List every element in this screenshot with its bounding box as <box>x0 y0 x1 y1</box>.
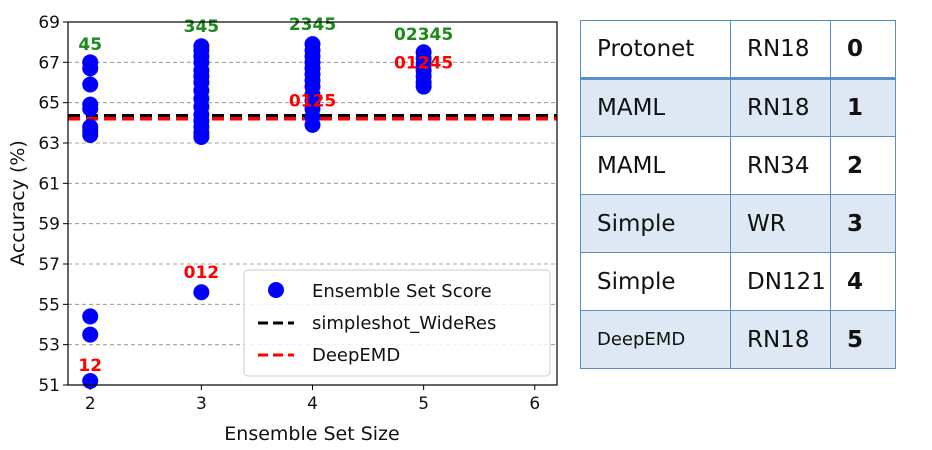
y-tick-label: 59 <box>38 215 60 235</box>
data-point <box>82 308 99 325</box>
x-axis-label: Ensemble Set Size <box>224 423 399 445</box>
data-point <box>82 96 99 113</box>
data-point <box>415 44 432 61</box>
method-cell: MAML <box>580 77 731 137</box>
y-tick-label: 63 <box>38 134 60 154</box>
data-label: 02345 <box>394 25 453 45</box>
backbone-cell: RN18 <box>730 77 831 137</box>
x-tick-label: 6 <box>529 394 540 414</box>
table-row: MAML RN34 2 <box>580 136 896 195</box>
id-cell: 0 <box>830 20 896 79</box>
data-points <box>82 36 432 389</box>
y-axis-label: Accuracy (%) <box>7 140 29 266</box>
data-label: 0125 <box>289 92 336 112</box>
method-cell: MAML <box>580 136 731 195</box>
table-row: MAML RN18 1 <box>580 77 896 137</box>
table-row: Simple WR 3 <box>580 194 896 253</box>
data-label: 345 <box>184 17 220 37</box>
data-point <box>193 284 210 301</box>
y-tick-label: 55 <box>38 295 60 315</box>
y-tick-label: 65 <box>38 94 60 114</box>
y-tick-label: 61 <box>38 174 60 194</box>
legend-box <box>243 269 551 377</box>
id-cell: 5 <box>830 310 896 369</box>
y-tick-label: 57 <box>38 255 60 275</box>
method-cell: Simple <box>580 252 731 311</box>
y-tick-label: 53 <box>38 336 60 356</box>
table-row: Simple DN121 4 <box>580 252 896 311</box>
legend-label-simpleshot: simpleshot_WideRes <box>312 313 496 334</box>
x-tick-label: 2 <box>85 394 96 414</box>
data-point <box>304 36 321 53</box>
y-tick-label: 69 <box>38 13 60 33</box>
method-cell: DeepEMD <box>580 310 731 369</box>
method-cell: Protonet <box>580 20 731 79</box>
legend: Ensemble Set Score simpleshot_WideRes De… <box>243 269 551 377</box>
data-point <box>82 118 99 135</box>
backbone-cell: RN34 <box>730 136 831 195</box>
table-row: DeepEMD RN18 5 <box>580 310 896 369</box>
backbone-cell: RN18 <box>730 20 831 79</box>
data-label: 2345 <box>289 15 336 35</box>
table-row: Protonet RN18 0 <box>580 20 896 79</box>
id-cell: 3 <box>830 194 896 253</box>
legend-label-ensemble: Ensemble Set Score <box>312 281 492 302</box>
data-label: 45 <box>78 35 102 55</box>
data-point <box>82 326 99 343</box>
data-point <box>193 38 210 55</box>
backbone-cell: DN121 <box>730 252 831 311</box>
y-tick-label: 67 <box>38 53 60 73</box>
legend-marker-ensemble <box>268 282 284 298</box>
x-tick-label: 3 <box>196 394 207 414</box>
x-axis-ticks: 2 3 4 5 6 <box>85 385 540 414</box>
data-point <box>82 76 99 93</box>
id-cell: 1 <box>830 77 896 137</box>
data-label: 01245 <box>394 53 453 73</box>
data-label: 012 <box>184 263 220 283</box>
x-tick-label: 5 <box>418 394 429 414</box>
method-cell: Simple <box>580 194 731 253</box>
annotations: 45 12 345 012 2345 0125 02345 01245 <box>78 15 453 376</box>
id-cell: 4 <box>830 252 896 311</box>
data-point <box>82 54 99 71</box>
legend-label-deepemd: DeepEMD <box>312 345 400 366</box>
backbone-cell: WR <box>730 194 831 253</box>
data-label: 12 <box>78 356 102 376</box>
id-cell: 2 <box>830 136 896 195</box>
y-axis-ticks: 51 53 55 57 59 61 63 65 67 69 <box>38 13 68 396</box>
model-index-table: Protonet RN18 0 MAML RN18 1 MAML RN34 2 … <box>580 20 896 369</box>
y-tick-label: 51 <box>38 376 60 396</box>
x-tick-label: 4 <box>307 394 318 414</box>
backbone-cell: RN18 <box>730 310 831 369</box>
